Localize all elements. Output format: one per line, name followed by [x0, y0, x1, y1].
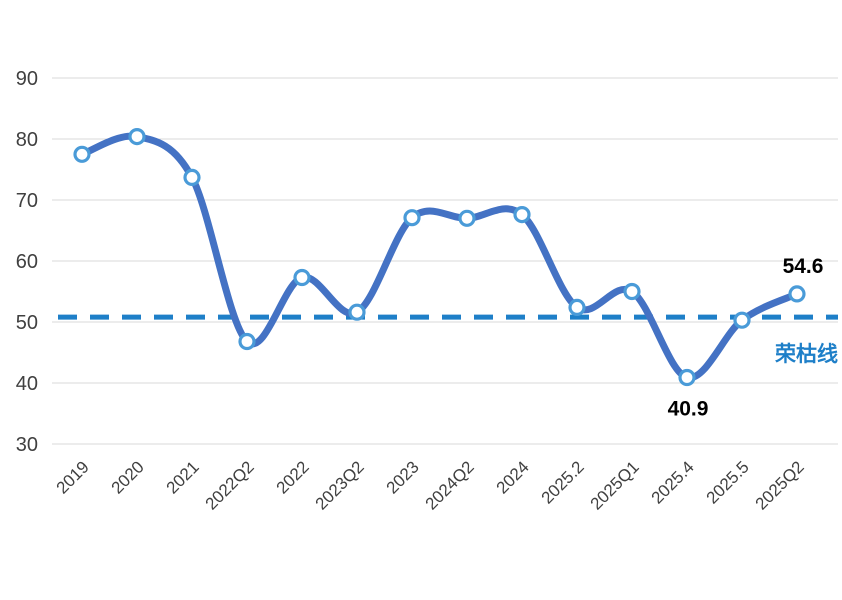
x-axis-label: 2024Q2 [422, 457, 478, 513]
x-axis-label: 2022Q2 [202, 457, 258, 513]
x-axis-label: 2025Q1 [587, 457, 643, 513]
y-axis-tick: 70 [16, 190, 38, 212]
data-point-marker [238, 332, 256, 351]
x-axis-label: 2021 [163, 457, 203, 497]
x-axis-label: 2025Q2 [752, 457, 808, 513]
data-point-marker [568, 298, 586, 316]
data-point-marker [348, 303, 366, 321]
y-axis-tick: 90 [16, 68, 38, 90]
data-point-marker [623, 282, 641, 301]
x-axis-label: 2023Q2 [312, 457, 368, 513]
x-axis-label: 2022 [273, 457, 313, 497]
x-axis-label: 2020 [108, 457, 148, 497]
y-axis-tick: 30 [16, 434, 38, 456]
data-point-marker [458, 209, 476, 227]
data-point-marker [788, 285, 806, 303]
data-point-marker [183, 168, 201, 186]
data-point-marker [73, 145, 91, 163]
y-axis-tick: 40 [16, 373, 38, 395]
data-point-marker [733, 311, 751, 329]
y-axis-tick: 60 [16, 251, 38, 273]
data-point-marker [403, 209, 421, 227]
point-value-label: 40.9 [668, 398, 709, 421]
x-axis-label: 2025.5 [703, 457, 753, 507]
x-axis-label: 2025.2 [538, 457, 588, 507]
x-axis-label: 2024 [493, 457, 533, 497]
y-axis-tick: 50 [16, 312, 38, 334]
x-axis-label: 2025.4 [648, 457, 698, 507]
x-axis-label: 2023 [383, 457, 423, 497]
data-point-marker [293, 268, 311, 287]
series-line [78, 132, 801, 382]
data-point-marker [513, 206, 531, 224]
data-point-marker [678, 368, 696, 387]
point-value-label: 54.6 [783, 255, 824, 278]
reference-line-label: 荣枯线 [774, 342, 838, 366]
x-axis-label: 2019 [53, 457, 93, 497]
data-point-marker [128, 128, 146, 146]
y-axis-tick: 80 [16, 129, 38, 151]
